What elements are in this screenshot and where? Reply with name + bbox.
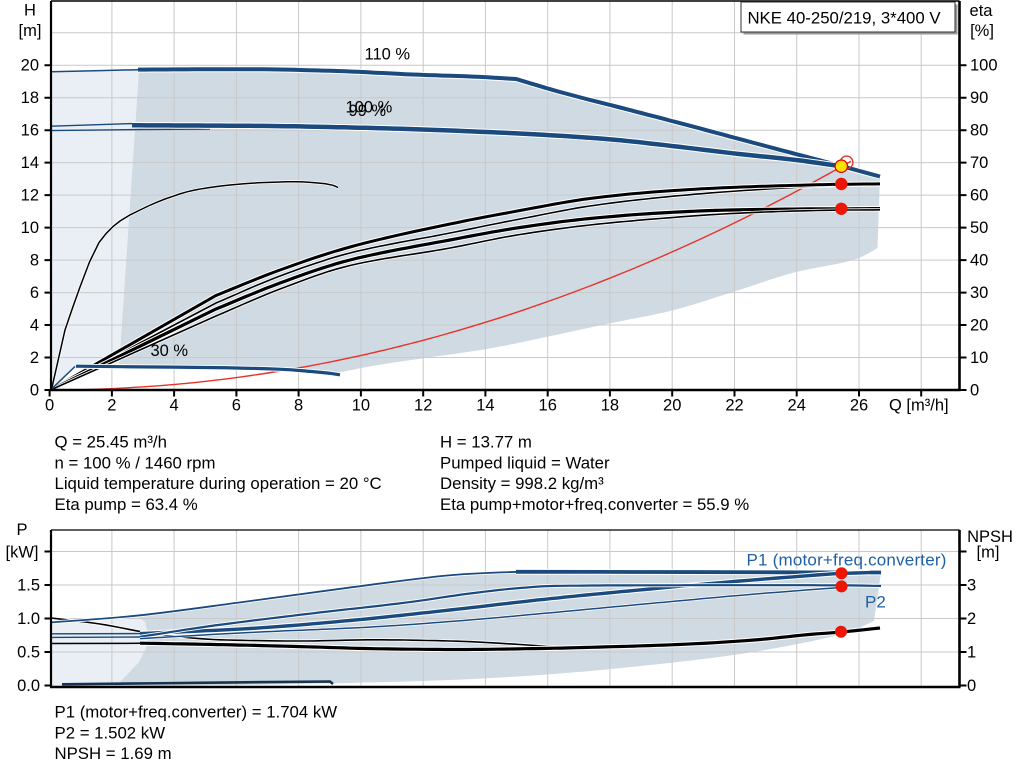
svg-text:Pumped liquid = Water: Pumped liquid = Water [440,453,610,472]
svg-text:1.5: 1.5 [17,577,40,595]
svg-text:18: 18 [601,397,619,415]
svg-text:[m]: [m] [977,544,1000,562]
svg-text:NPSH = 1.69 m: NPSH = 1.69 m [55,744,172,763]
svg-text:NKE 40-250/219, 3*400 V: NKE 40-250/219, 3*400 V [747,9,941,28]
svg-text:14: 14 [476,397,494,415]
svg-text:[m]: [m] [19,22,42,40]
svg-text:8: 8 [30,252,39,270]
svg-text:4: 4 [170,397,179,415]
svg-text:30 %: 30 % [151,342,189,360]
svg-text:[%]: [%] [970,22,994,40]
svg-text:10: 10 [970,349,988,367]
svg-text:22: 22 [725,397,743,415]
svg-text:110 %: 110 % [365,46,411,64]
svg-text:100 %: 100 % [346,99,393,117]
svg-text:60: 60 [970,187,988,205]
svg-text:P1 (motor+freq.converter) = 1.: P1 (motor+freq.converter) = 1.704 kW [55,703,338,722]
svg-text:80: 80 [970,122,988,140]
svg-text:P2 = 1.502 kW: P2 = 1.502 kW [55,723,166,742]
svg-text:8: 8 [294,397,303,415]
svg-text:3: 3 [967,577,976,595]
svg-text:NPSH: NPSH [967,528,1013,546]
svg-text:12: 12 [414,397,432,415]
svg-text:10: 10 [21,219,39,237]
svg-text:90: 90 [970,89,988,107]
svg-text:30: 30 [970,284,988,302]
svg-text:2: 2 [967,610,976,628]
svg-text:16: 16 [21,122,39,140]
svg-text:20: 20 [663,397,681,415]
svg-text:n = 100 % / 1460 rpm: n = 100 % / 1460 rpm [55,453,216,472]
svg-text:Eta pump = 63.4 %: Eta pump = 63.4 % [55,495,198,514]
svg-text:1: 1 [967,644,976,662]
svg-text:eta: eta [970,2,994,20]
svg-text:0.5: 0.5 [17,644,40,662]
svg-text:Eta pump+motor+freq.converter: Eta pump+motor+freq.converter = 55.9 % [440,495,749,514]
svg-text:P2: P2 [865,593,886,612]
svg-text:100: 100 [970,57,998,75]
svg-text:H: H [24,2,36,20]
svg-text:0: 0 [970,382,979,400]
svg-text:24: 24 [788,397,806,415]
svg-text:6: 6 [232,397,241,415]
svg-text:4: 4 [30,317,39,335]
svg-text:Q = 25.45 m³/h: Q = 25.45 m³/h [55,433,167,452]
svg-text:0: 0 [967,677,976,695]
svg-text:50: 50 [970,219,988,237]
svg-text:70: 70 [970,154,988,172]
svg-text:[kW]: [kW] [6,544,39,562]
svg-text:P1 (motor+freq.converter): P1 (motor+freq.converter) [747,551,947,570]
svg-text:20: 20 [970,317,988,335]
svg-text:14: 14 [21,154,39,172]
svg-text:18: 18 [21,89,39,107]
svg-text:40: 40 [970,252,988,270]
svg-text:0: 0 [45,397,54,415]
svg-text:10: 10 [352,397,370,415]
svg-text:2: 2 [30,349,39,367]
svg-text:0: 0 [30,382,39,400]
svg-text:2: 2 [107,397,116,415]
svg-text:0.0: 0.0 [17,677,40,695]
svg-text:26: 26 [850,397,868,415]
svg-text:20: 20 [21,57,39,75]
svg-text:1.0: 1.0 [17,610,40,628]
svg-text:H = 13.77 m: H = 13.77 m [440,433,532,452]
svg-text:16: 16 [539,397,557,415]
svg-text:6: 6 [30,284,39,302]
svg-text:99 %: 99 % [349,102,387,120]
svg-text:P: P [16,521,27,539]
svg-text:12: 12 [21,187,39,205]
svg-text:Liquid temperature during oper: Liquid temperature during operation = 20… [55,474,382,493]
svg-text:Density = 998.2 kg/m³: Density = 998.2 kg/m³ [440,474,604,493]
svg-text:Q [m³/h]: Q [m³/h] [889,397,949,415]
